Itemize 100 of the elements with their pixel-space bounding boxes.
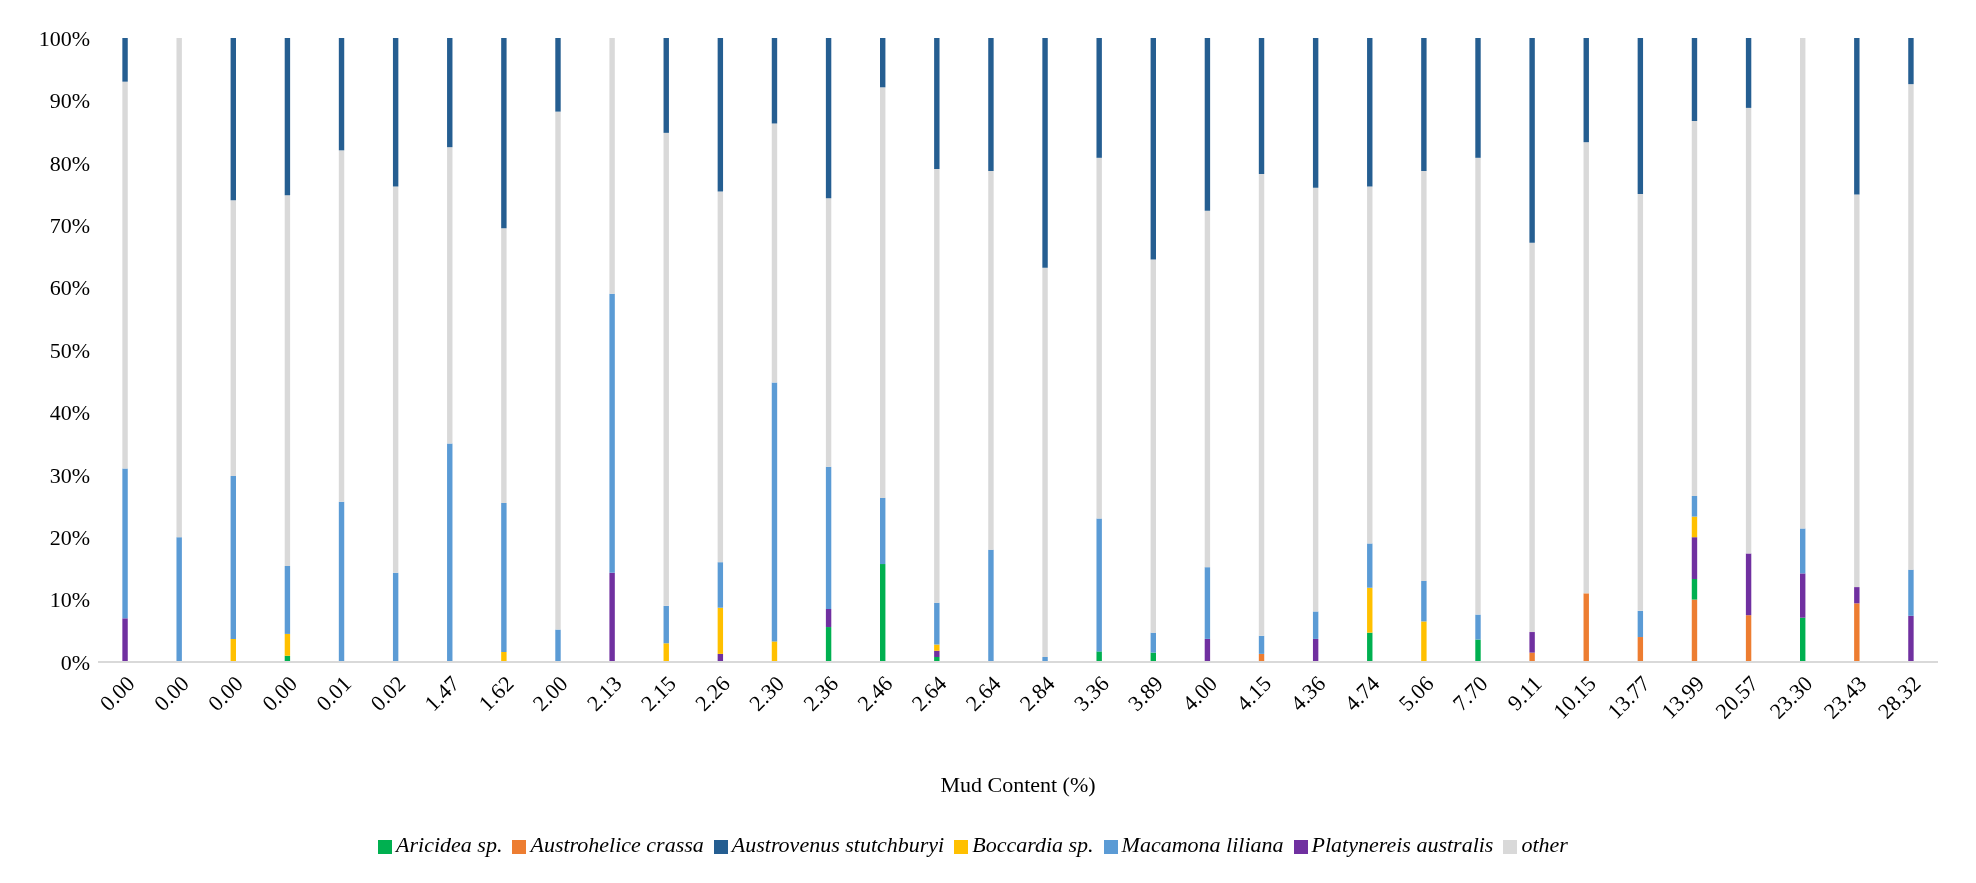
bar (1367, 587, 1373, 633)
bar (1475, 614, 1481, 640)
bar (176, 537, 182, 662)
bar (1745, 615, 1752, 662)
bar (284, 633, 291, 656)
bar (771, 641, 778, 662)
bar (555, 38, 561, 112)
y-tick-label: 90% (49, 88, 90, 114)
bar (555, 111, 561, 630)
bar (1691, 38, 1698, 121)
bar (880, 38, 886, 88)
bar (1908, 615, 1914, 662)
bar (880, 564, 886, 662)
x-tick-label: 1.62 (473, 670, 519, 716)
bar (717, 607, 724, 654)
bar (122, 468, 128, 619)
bar (176, 38, 182, 538)
legend-label: other (1521, 832, 1568, 857)
bar (1096, 651, 1102, 662)
x-tick-label: 4.74 (1339, 670, 1385, 716)
bar (771, 382, 778, 642)
legend-label: Austrohelice crassa (530, 832, 704, 857)
x-tick-label: 0.00 (202, 670, 248, 716)
bar (230, 476, 236, 639)
bar (934, 602, 940, 645)
bar (338, 38, 345, 151)
y-tick-label: 50% (49, 337, 90, 363)
bar (663, 132, 669, 606)
x-tick-label: 2.15 (635, 670, 681, 716)
bar (338, 501, 345, 662)
bar (122, 38, 128, 82)
bar (1475, 157, 1481, 615)
bar (717, 191, 724, 563)
bar (663, 605, 669, 644)
legend-label: Platynereis australis (1311, 832, 1494, 857)
bar (1421, 38, 1427, 171)
bar (1908, 38, 1914, 85)
bar (1529, 242, 1535, 633)
bar (825, 38, 832, 199)
x-tick-label: 2.46 (852, 670, 898, 716)
bar (447, 443, 453, 662)
bar (1745, 553, 1752, 616)
bar (555, 629, 561, 662)
bar (1854, 603, 1860, 662)
x-tick-label: 0.00 (148, 670, 194, 716)
y-tick-label: 40% (49, 400, 90, 426)
bar (447, 147, 453, 444)
bar (1258, 174, 1265, 636)
bar (1204, 210, 1211, 568)
x-tick-label: 0.01 (311, 670, 357, 716)
bar (1421, 621, 1427, 662)
bar (1312, 611, 1319, 639)
bar (771, 123, 778, 383)
bar (1691, 516, 1698, 538)
x-tick-label: 5.06 (1393, 670, 1439, 716)
bar (338, 150, 345, 502)
x-tick-label: 3.89 (1122, 670, 1168, 716)
bar (825, 627, 832, 662)
bar (1529, 38, 1535, 243)
bar (1583, 593, 1589, 662)
x-tick-label: 2.84 (1014, 670, 1060, 716)
bar (988, 170, 994, 550)
bar (1042, 38, 1048, 268)
bar (1745, 107, 1752, 554)
legend-label: Austrovenus stutchburyi (731, 832, 945, 857)
bar (1421, 580, 1427, 622)
bar (284, 38, 291, 196)
bar (609, 293, 615, 573)
bar (392, 572, 399, 662)
x-tick-label: 4.36 (1285, 670, 1331, 716)
x-tick-label: 0.00 (94, 670, 140, 716)
bar (880, 87, 886, 498)
x-tick-label: 0.02 (365, 670, 411, 716)
bar (609, 38, 615, 294)
x-axis-title: Mud Content (%) (940, 772, 1096, 797)
x-tick-label: 2.13 (581, 670, 627, 716)
bar (825, 608, 832, 628)
y-tick-label: 20% (49, 525, 90, 551)
y-tick-label: 10% (49, 587, 90, 613)
bar (1691, 120, 1698, 497)
bar (1150, 38, 1156, 260)
bar (1204, 38, 1211, 211)
bar (825, 466, 832, 609)
bar (1637, 194, 1644, 611)
bar (1800, 573, 1806, 618)
bar (1150, 632, 1156, 653)
bar (122, 81, 128, 469)
bar (1475, 38, 1481, 158)
bar (1204, 567, 1211, 639)
bar (609, 572, 615, 662)
bar (392, 186, 399, 573)
bar (1800, 38, 1806, 529)
bar (1854, 38, 1860, 195)
bar (1691, 579, 1698, 600)
bar (1421, 170, 1427, 581)
bar (1691, 496, 1698, 517)
bar (1096, 38, 1102, 158)
bar (1908, 569, 1914, 616)
x-tick-label: 4.15 (1231, 670, 1277, 716)
x-tick-label: 2.36 (798, 670, 844, 716)
